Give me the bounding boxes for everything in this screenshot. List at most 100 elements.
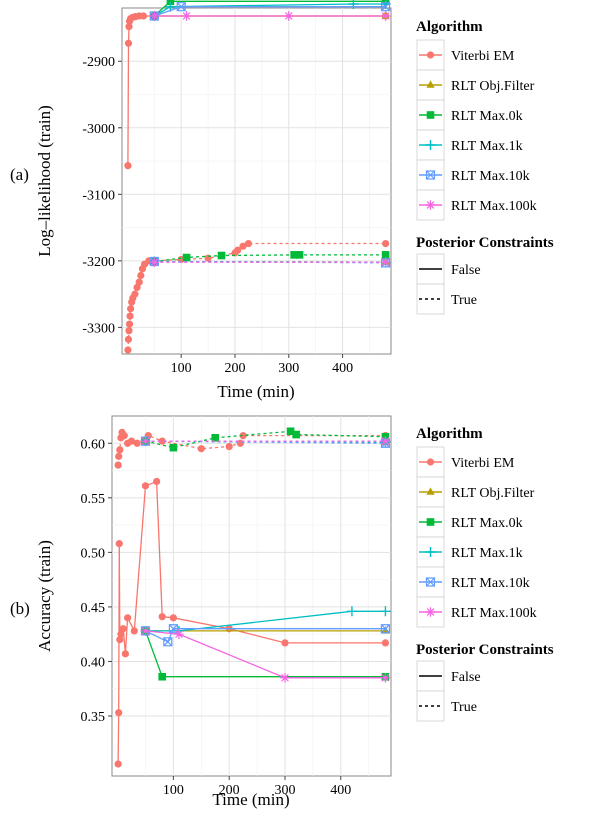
y-tick-label: 0.60 [81,437,106,452]
series-line [145,440,386,444]
legend-item-constraint-true: True [416,690,477,722]
y-tick-label: 0.35 [81,710,106,725]
y-tick-label: 0.40 [81,655,106,670]
y-tick-label: -3300 [82,321,115,336]
data-point [119,625,127,633]
series-line [145,430,386,449]
legend-key-marker [425,170,436,180]
series-viterbi-em-unconstrained [124,12,390,170]
data-point [197,445,205,453]
legend-key-marker [426,458,435,466]
legend-item-label: RLT Max.100k [451,199,537,214]
data-point [130,627,138,635]
legend-item-label: True [451,700,477,715]
series-viterbi-em-unconstrained [114,477,390,768]
legend-b: Algorithm Viterbi EM RLT Obj.Filter RLT Max… [416,426,554,722]
legend-key-marker [425,140,436,150]
data-point [281,639,289,647]
legend-key-marker [426,51,435,59]
data-point [211,434,220,442]
data-point [381,626,390,634]
panel-label-b: (b) [10,599,30,618]
legend-key-marker [425,200,436,210]
data-point [290,251,298,259]
y-tick-label: -2900 [82,55,115,70]
x-tick-label: 200 [224,361,245,376]
data-point [244,239,253,248]
x-tick-label: 300 [278,361,299,376]
data-point [131,290,139,298]
data-point [380,436,391,446]
x-axis-label-a: Time (min) [217,382,294,401]
data-point [137,271,145,280]
data-point [176,2,186,12]
legend-item-label: RLT Max.0k [451,109,523,124]
data-point [114,760,122,768]
y-tick-label: -3100 [82,188,115,203]
chart-panel-b: 100 200 300 400 0.35 0.40 0.45 0.50 0.55 0.60 Tim… [35,415,392,809]
data-point [381,2,391,12]
legend-item-rlt-max-100k: RLT Max.100k [416,596,537,628]
data-point [380,11,391,21]
legend-item-viterbi-em: Viterbi EM [416,446,515,478]
data-point [169,614,177,622]
data-point [135,278,143,286]
data-point [120,432,128,440]
data-point [380,257,391,267]
data-point [124,39,133,47]
legend-key-marker [425,547,436,557]
y-axis-label-a: Log–likelihood (train) [35,105,54,257]
data-point [141,482,150,490]
data-point [115,452,123,460]
chart-panel-a: 100 200 300 400 -3300 -3200 -3100 -3000 -2900 Ti… [35,0,392,401]
legend-key-marker [426,518,435,526]
legend-key-marker [425,577,436,587]
data-point [380,624,391,634]
y-tick-label: 0.45 [81,601,106,616]
data-point [116,636,124,644]
legend-key-marker [426,80,435,88]
series-rlt-max-100k-constrained [149,257,391,267]
legend-item-label: RLT Obj.Filter [451,79,535,94]
series-line [117,430,386,466]
legend-item-label: RLT Obj.Filter [451,486,535,501]
y-tick-label: -3200 [82,255,115,270]
plot-background-a [121,7,392,355]
data-point [381,639,390,647]
data-point [133,439,141,447]
legend-item-label: Viterbi EM [451,49,515,64]
data-point [127,305,135,313]
series-rlt-max-100k-unconstrained [140,626,391,683]
data-point [153,477,161,486]
data-point [286,427,295,436]
legend-item-constraint-false: False [416,253,481,285]
series-viterbi-em-constrained [114,428,390,469]
grid-b [112,416,391,776]
data-point [380,606,391,617]
x-tick-label: 400 [330,783,351,798]
data-point [239,432,247,440]
data-point [169,443,178,452]
data-point [149,257,160,267]
data-point [140,626,151,636]
data-point [121,650,129,658]
data-point [280,673,290,683]
data-point [117,630,125,638]
legend-item-rlt-obj-filter: RLT Obj.Filter [416,476,535,508]
data-point [125,327,133,335]
panel-label-a: (a) [10,165,29,184]
series-line [145,610,386,632]
y-tick-label: -3000 [82,122,115,137]
legend-algorithm-title: Algorithm [416,19,483,35]
legend-item-rlt-obj-filter: RLT Obj.Filter [416,69,535,101]
x-tick-label: 400 [332,361,353,376]
legend-constraints-title: Posterior Constraints [416,235,554,251]
legend-item-label: RLT Max.1k [451,546,523,561]
data-point [381,251,390,259]
data-point [125,320,134,328]
legend-item-label: RLT Max.10k [451,169,530,184]
data-point [181,11,192,21]
data-point [124,346,132,354]
data-point [182,253,191,262]
